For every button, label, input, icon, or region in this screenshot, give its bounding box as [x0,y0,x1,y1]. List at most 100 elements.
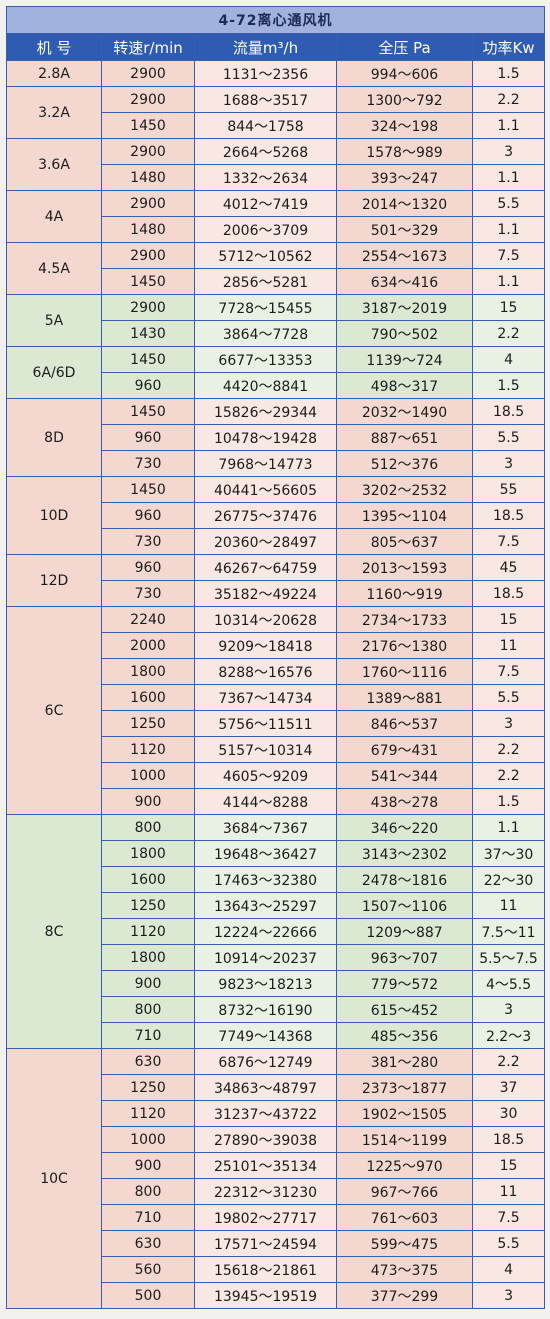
speed-cell: 730 [101,450,195,477]
flow-cell: 13643～25297 [194,892,337,919]
flow-cell: 7367～14734 [194,684,337,711]
pressure-cell: 1760～1116 [336,658,473,685]
pressure-cell: 967～766 [336,1178,473,1205]
table-row: 1800 19648～36427 3143～2302 37～30 [7,840,546,867]
model-cell: 6A/6D [6,346,102,399]
power-cell: 18.5 [471,502,546,529]
power-cell: 1.1 [471,814,546,841]
power-cell: 1.1 [471,164,546,191]
speed-cell: 1000 [101,762,195,789]
speed-cell: 960 [101,372,195,399]
flow-cell: 31237～43722 [194,1100,337,1127]
table-row: 12D 960 46267～64759 2013～1593 45 [6,554,546,607]
power-cell: 7.5～11 [471,918,546,945]
table-row: 1450 2856～5281 634～416 1.1 [7,268,546,295]
power-cell: 4～5.5 [471,970,546,997]
pressure-cell: 393～247 [336,164,473,191]
header-row: 机 号 转速r/min 流量m³/h 全压 Pa 功率Kw [6,33,546,61]
pressure-cell: 963～707 [336,944,473,971]
power-cell: 1.1 [471,216,546,243]
pressure-cell: 805～637 [336,528,473,555]
power-cell: 1.5 [471,372,546,399]
flow-cell: 17463～32380 [194,866,337,893]
power-cell: 37 [471,1074,546,1101]
speed-cell: 730 [101,580,195,607]
power-cell: 4 [471,346,546,373]
flow-cell: 4605～9209 [194,762,337,789]
table-row: 1120 12224～22666 1209～887 7.5～11 [7,918,546,945]
power-cell: 1.1 [471,112,546,139]
power-cell: 2.2 [471,86,546,113]
pressure-cell: 599～475 [336,1230,473,1257]
flow-cell: 2856～5281 [194,268,337,295]
power-cell: 11 [471,632,546,659]
pressure-cell: 761～603 [336,1204,473,1231]
table-row: 710 7749～14368 485～356 2.2～3 [7,1022,546,1049]
speed-cell: 1600 [101,684,195,711]
pressure-cell: 2373～1877 [336,1074,473,1101]
model-cell: 2.8A [6,60,102,87]
speed-cell: 1000 [101,1126,195,1153]
pressure-cell: 1395～1104 [336,502,473,529]
speed-cell: 730 [101,528,195,555]
model-cell: 10D [6,476,102,555]
power-cell: 1.5 [471,60,546,87]
power-cell: 4 [471,1256,546,1283]
pressure-cell: 1160～919 [336,580,473,607]
flow-cell: 8732～16190 [194,996,337,1023]
pressure-cell: 1507～1106 [336,892,473,919]
speed-cell: 1450 [101,268,195,295]
pressure-cell: 1578～989 [336,138,473,165]
flow-cell: 2006～3709 [194,216,337,243]
power-cell: 18.5 [471,1126,546,1153]
table-row: 730 7968～14773 512～376 3 [7,450,546,477]
pressure-cell: 887～651 [336,424,473,451]
power-cell: 2.2 [471,736,546,763]
table-row: 710 19802～27717 761～603 7.5 [7,1204,546,1231]
flow-cell: 10478～19428 [194,424,337,451]
flow-cell: 46267～64759 [194,554,337,581]
model-cell: 12D [6,554,102,607]
flow-cell: 6677～13353 [194,346,337,373]
speed-cell: 2900 [101,60,195,87]
header-flow: 流量m³/h [194,33,337,61]
speed-cell: 1250 [101,710,195,737]
pressure-cell: 438～278 [336,788,473,815]
power-cell: 55 [471,476,546,503]
power-cell: 11 [471,1178,546,1205]
model-cell: 10C [6,1048,102,1309]
flow-cell: 9209～18418 [194,632,337,659]
pressure-cell: 3202～2532 [336,476,473,503]
table-row: 800 8732～16190 615～452 3 [7,996,546,1023]
pressure-cell: 846～537 [336,710,473,737]
flow-cell: 4012～7419 [194,190,337,217]
speed-cell: 630 [101,1230,195,1257]
flow-cell: 15618～21861 [194,1256,337,1283]
flow-cell: 17571～24594 [194,1230,337,1257]
table-row: 1450 844～1758 324～198 1.1 [7,112,546,139]
power-cell: 18.5 [471,580,546,607]
flow-cell: 1332～2634 [194,164,337,191]
table-row: 10D 1450 40441～56605 3202～2532 55 [6,476,546,555]
table-row: 630 17571～24594 599～475 5.5 [7,1230,546,1257]
pressure-cell: 1902～1505 [336,1100,473,1127]
power-cell: 7.5 [471,242,546,269]
speed-cell: 2900 [101,294,195,321]
header-speed: 转速r/min [101,33,195,61]
flow-cell: 8288～16576 [194,658,337,685]
power-cell: 18.5 [471,398,546,425]
pressure-cell: 377～299 [336,1282,473,1309]
speed-cell: 1600 [101,866,195,893]
flow-cell: 7728～15455 [194,294,337,321]
power-cell: 3 [471,996,546,1023]
flow-cell: 22312～31230 [194,1178,337,1205]
speed-cell: 800 [101,1178,195,1205]
table-row: 3.2A 2900 1688～3517 1300～792 2.2 [6,86,546,139]
pressure-cell: 3187～2019 [336,294,473,321]
pressure-cell: 1389～881 [336,684,473,711]
speed-cell: 960 [101,502,195,529]
table-row: 500 13945～19519 377～299 3 [7,1282,546,1309]
header-power: 功率Kw [471,33,546,61]
speed-cell: 800 [101,996,195,1023]
pressure-cell: 679～431 [336,736,473,763]
